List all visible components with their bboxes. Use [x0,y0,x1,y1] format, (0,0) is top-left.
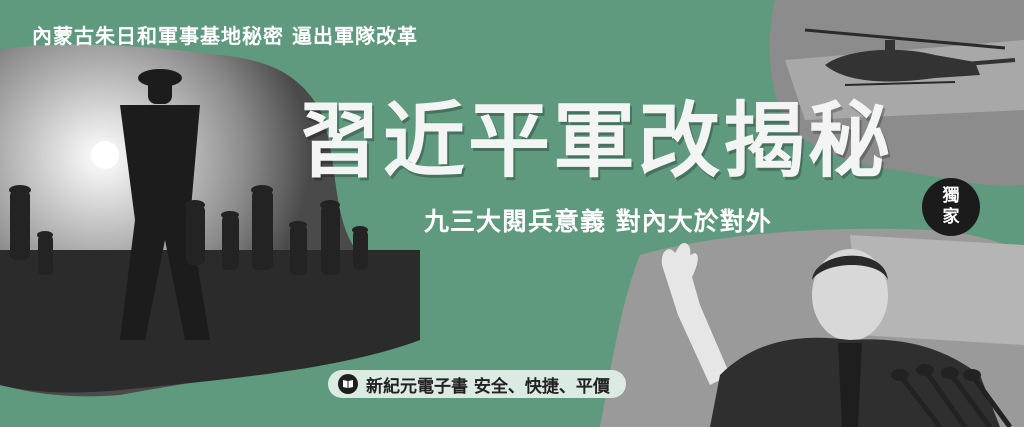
book-icon [338,374,358,394]
badge-line-2: 家 [942,207,960,227]
top-subtitle: 內蒙古朱日和軍事基地秘密 逼出軍隊改革 [32,24,418,48]
ebook-link-text: 新紀元電子書 安全、快捷、平價 [366,376,610,397]
main-title: 習近平軍改揭秘 [298,94,894,189]
leader-photo [600,228,1024,427]
soldiers-photo [0,44,420,397]
badge-line-1: 獨 [942,186,960,206]
sub-title: 九三大閱兵意義 對內大於對外 [424,207,772,236]
exclusive-badge: 獨 家 [922,178,980,236]
helicopter-photo [769,0,1024,187]
ebook-link-pill[interactable]: 新紀元電子書 安全、快捷、平價 [328,370,626,398]
